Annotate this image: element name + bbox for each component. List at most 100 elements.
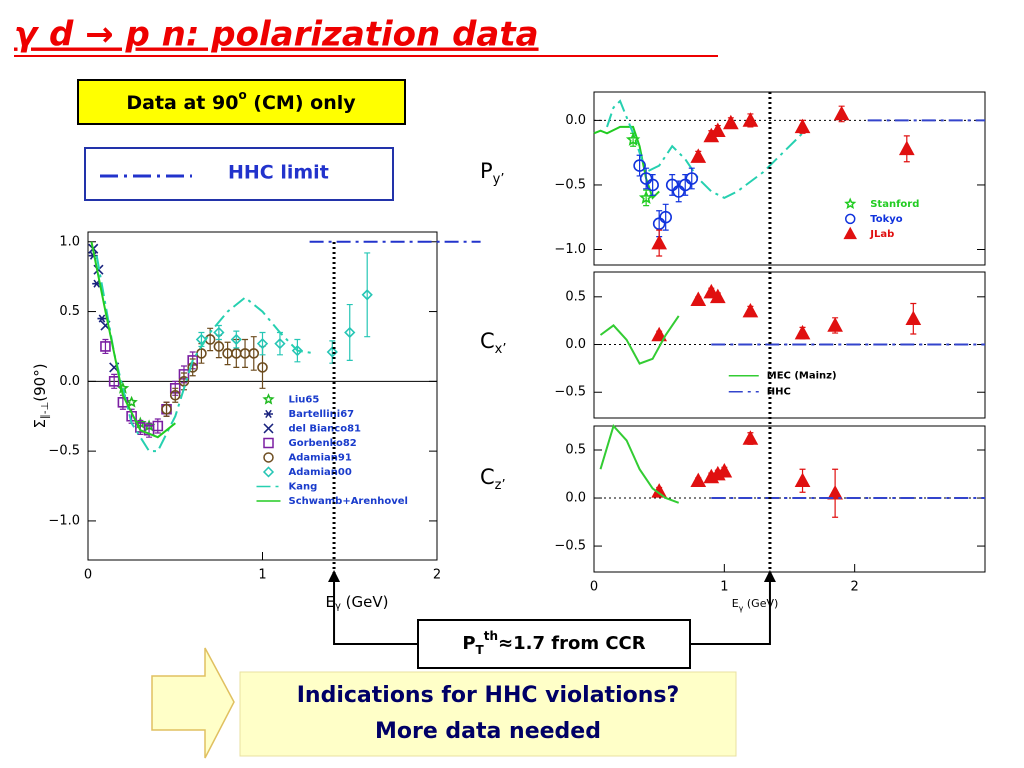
data-point: [723, 114, 739, 130]
y-tick-label: 0.0: [565, 113, 586, 128]
panel-label: Cx’: [480, 329, 507, 357]
y-tick-label: −1.0: [48, 513, 80, 528]
error-bar: [259, 331, 266, 356]
chart-panel: 0.5 0.0 −0.5 0 1 2 Cz’ Eγ (GeV): [480, 424, 986, 613]
curve: [90, 241, 176, 439]
error-bar: [688, 167, 695, 190]
data-point: [204, 334, 216, 345]
legend-swatch: [263, 452, 274, 463]
y-tick-label: 0.0: [565, 491, 586, 506]
data-point: [196, 348, 207, 359]
y-tick-label: 0.0: [565, 337, 586, 352]
data-point: [716, 462, 733, 478]
y-tick-label: −0.5: [554, 177, 586, 192]
data-point: [709, 288, 726, 304]
chart-panel: 0.5 0.0 −0.5 Cx’ MEC (Mainz) HHC: [480, 271, 986, 419]
data-point: [93, 264, 104, 275]
data-point: [361, 289, 373, 301]
data-point: [827, 317, 843, 332]
legend-label: Adamian00: [289, 467, 352, 478]
data-point: [291, 345, 304, 357]
data-note-text: Data at 90: [126, 92, 238, 114]
curve: [95, 255, 316, 453]
error-bar: [662, 203, 669, 231]
error-bar: [250, 336, 257, 371]
data-point: [685, 172, 699, 185]
data-point: [690, 291, 707, 306]
curve: [599, 424, 680, 504]
panel-label: Cz’: [480, 465, 506, 493]
data-point: [827, 485, 843, 500]
data-point: [690, 472, 707, 488]
y-axis-label-sub: ∥-⊥: [40, 402, 51, 419]
threshold-tail: ≈1.7 from CCR: [498, 633, 646, 654]
legend-swatch: [844, 213, 856, 225]
data-note-box: [77, 79, 406, 125]
arrow-head: [763, 570, 776, 582]
chart-panel: 1.0 0.5 0.0 −0.5 −1.0 0 1 2 Σ∥-⊥(90°) Eγ (GeV) Liu…: [31, 231, 481, 612]
conclusion-box: [239, 671, 737, 757]
error-bar: [346, 303, 353, 362]
legend-swatch: [843, 226, 858, 240]
threshold-sub: T: [476, 643, 485, 657]
data-note-sup: o: [238, 88, 246, 102]
panel-label-sub: y’: [493, 172, 505, 187]
legend-label: Schwamb+Arenhovel: [289, 496, 408, 507]
error-bar: [669, 174, 676, 196]
x-axis-label-tail: (GeV): [341, 593, 389, 611]
error-bar: [364, 252, 371, 338]
data-point: [638, 190, 654, 205]
legend-label: Tokyo: [870, 214, 903, 225]
data-point: [703, 283, 720, 299]
error-bar: [649, 174, 656, 196]
data-point: [742, 112, 759, 127]
data-point: [230, 333, 242, 346]
data-point: [125, 395, 138, 408]
data-point: [651, 326, 668, 342]
y-tick-label: −0.5: [48, 444, 80, 459]
plot-frame: [593, 425, 986, 573]
legend-swatch: [264, 409, 273, 419]
data-point: [633, 159, 646, 172]
legend-label: Stanford: [870, 199, 919, 210]
data-point: [256, 338, 269, 350]
conclusion-line: More data needed: [375, 719, 601, 744]
data-point: [794, 324, 811, 340]
panel-label-sub: z’: [495, 478, 506, 493]
legend-label: JLab: [869, 229, 894, 240]
plot-frame: [593, 91, 986, 266]
data-point: [108, 376, 120, 387]
arrow-head: [328, 570, 341, 582]
y-tick-label: 0.5: [565, 443, 586, 458]
panel-label-main: C: [480, 329, 495, 353]
legend-swatch: [263, 437, 274, 449]
y-tick-label: 1.0: [59, 234, 80, 249]
error-bar: [276, 331, 283, 356]
x-axis-label-sub: γ: [335, 601, 341, 612]
x-tick-label: 0: [590, 580, 598, 595]
panel-label-main: C: [480, 465, 495, 489]
data-point: [652, 217, 666, 230]
x-tick-label: 1: [720, 580, 728, 595]
panel-label-sub: x’: [495, 342, 507, 357]
x-tick-label: 2: [433, 568, 441, 583]
panel-label: Py’: [480, 159, 505, 187]
data-point: [665, 178, 679, 192]
legend-label: MEC (Mainz): [767, 371, 837, 382]
legend-label: Adamian91: [289, 452, 352, 463]
error-bar: [682, 174, 689, 196]
error-bar: [224, 341, 231, 366]
data-point: [169, 390, 181, 401]
threshold-sup: th: [484, 629, 498, 643]
x-tick-label: 0: [84, 568, 92, 583]
curve: [593, 125, 660, 200]
y-tick-label: 0.0: [59, 374, 80, 389]
x-axis-label-tail: (GeV): [743, 597, 778, 610]
x-axis-label-main: E: [732, 597, 739, 610]
hhc-label: HHC limit: [228, 162, 329, 184]
data-point: [344, 326, 356, 339]
data-point: [161, 403, 172, 415]
data-point: [678, 178, 692, 192]
data-point: [690, 148, 707, 163]
